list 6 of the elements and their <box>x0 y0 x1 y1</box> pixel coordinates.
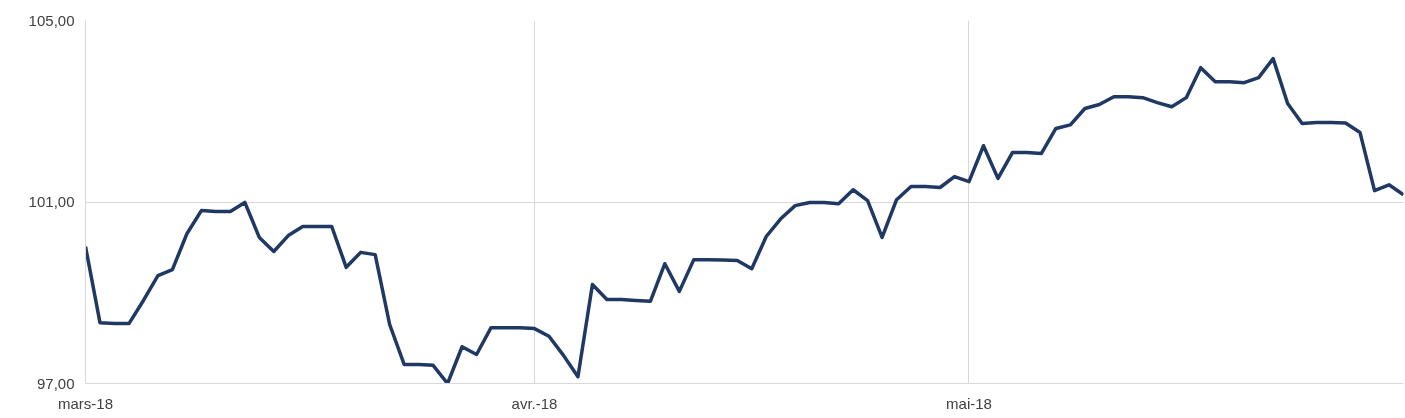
y-tick-label: 97,00 <box>36 374 75 392</box>
y-tick-label: 105,00 <box>28 11 75 29</box>
x-tick-label: mai-18 <box>946 394 992 412</box>
y-tick-label: 101,00 <box>28 193 75 210</box>
x-tick-label: avr.-18 <box>511 394 558 412</box>
x-tick-label: mars-18 <box>57 394 114 412</box>
